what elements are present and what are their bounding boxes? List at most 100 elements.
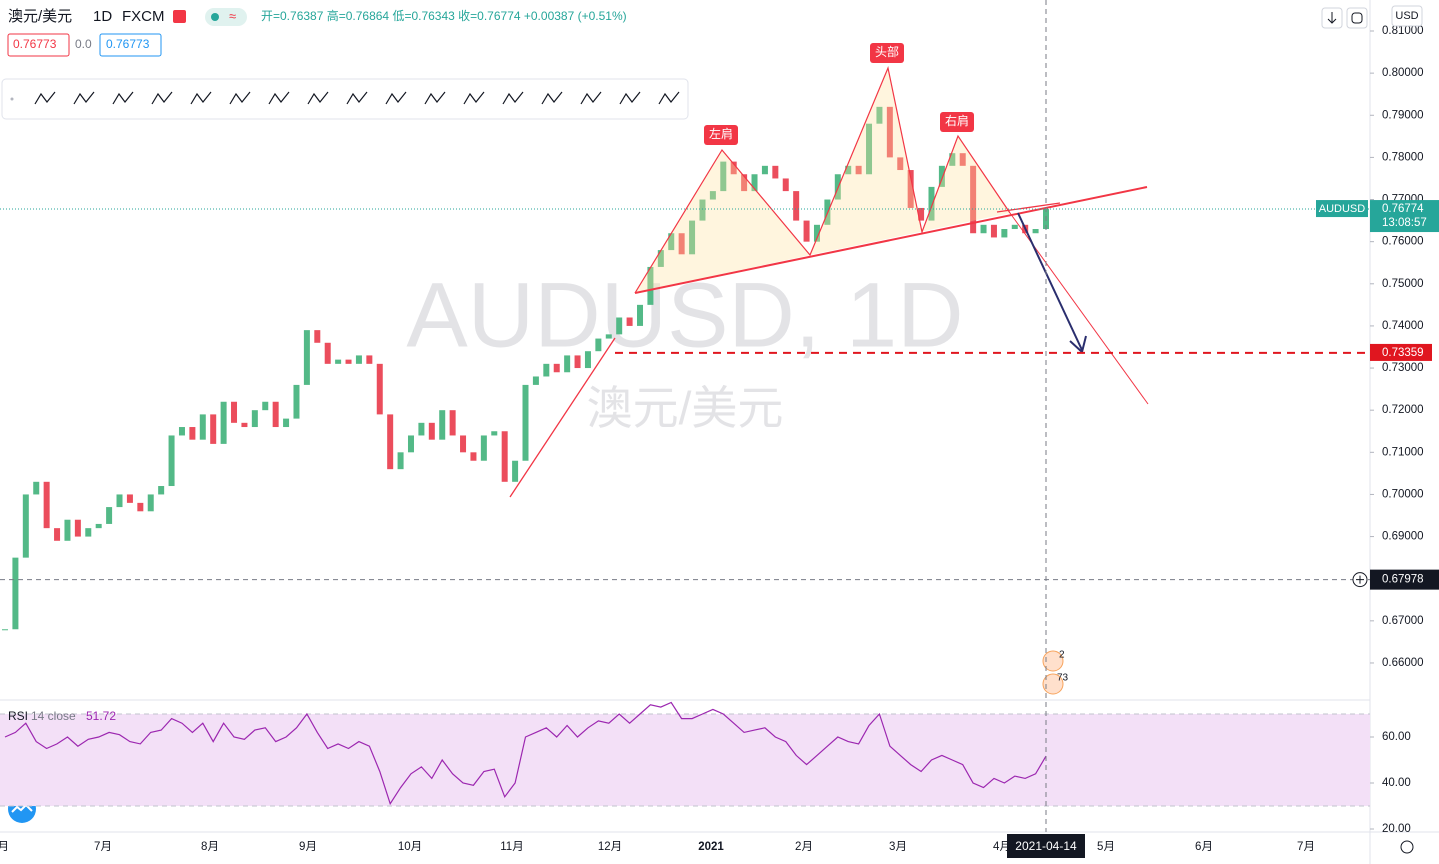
candle [813,224,820,242]
legend: 澳元/美元 1D FXCM ≈ 开=0.76387 高=0.76864 低=0.… [7,5,1423,57]
x-tick-label: 11月 [500,841,523,853]
watermark-ticker: AUDUSD, 1D [406,264,963,366]
x-tick-label: 6月 [0,841,9,853]
candle [1032,229,1039,234]
buy-button[interactable] [99,33,162,57]
toolbar [1,78,689,120]
candle [106,507,113,524]
grip [10,97,14,101]
buy-price[interactable]: 0.76773 [106,37,150,51]
status-dot [211,13,219,21]
candle [959,153,966,166]
y-tick-label: 0.75000 [1382,278,1424,290]
tool-icon [580,91,602,105]
candle [1011,224,1018,230]
candle [793,191,800,221]
candle [501,431,508,482]
event-icon [1042,650,1064,672]
candle [2,629,8,631]
candle [928,186,935,221]
candle [283,418,290,428]
tool-icon [424,91,446,105]
y-tick-label: 0.71000 [1382,446,1424,458]
candle [74,519,81,537]
logo-mark [11,803,33,813]
candle [168,435,175,487]
candle [751,174,758,192]
target-price: 0.73359 [1382,347,1424,359]
candle [22,494,29,558]
candle [251,410,258,428]
tool-icon [73,91,95,105]
candle [772,165,779,179]
candle [730,161,737,175]
x-tick-label: 3月 [889,841,907,853]
neckline [634,186,1148,294]
flag [173,10,186,23]
candle [626,317,633,326]
candle [803,220,810,242]
crosshair-price: 0.67978 [1382,574,1424,586]
source: FXCM [122,8,165,25]
candle [866,123,873,175]
candle [949,153,956,166]
tool-icon [658,91,680,105]
sell-price[interactable]: 0.76773 [13,37,57,51]
candle [303,330,310,385]
candle [220,401,227,444]
candle [460,435,467,453]
candle [741,174,748,192]
y-tick-label: 0.80000 [1382,67,1424,79]
settings-icon[interactable] [1400,840,1414,854]
drawing-toolbar [1,78,689,120]
date-box [1007,834,1085,858]
x-tick-label: 4月 [993,841,1011,853]
y-tick-label: 0.67000 [1382,615,1424,627]
candle [407,435,414,453]
tool-icon [385,91,407,105]
trendline [996,202,1061,213]
candle [439,410,446,440]
candle [210,414,217,444]
tool-icon [268,91,290,105]
currency[interactable]: USD [1395,10,1418,22]
symbol-box [1316,200,1368,218]
annotation: 头部 [875,44,899,59]
candle [189,427,196,440]
candle [137,502,144,512]
x-tick-label: 2月 [795,841,813,853]
arrow [1017,212,1083,351]
sell-button[interactable] [7,33,70,57]
candle [199,414,206,440]
pattern-fill [635,68,1010,293]
annotation: 左肩 [709,126,733,141]
crosshair-date: 2021-04-14 [1015,839,1077,853]
candle [678,233,685,255]
candle [116,494,123,508]
trendline [509,337,616,498]
event-badges: 2 73 [1042,650,1069,695]
candle [64,519,71,541]
event-count: 73 [1057,673,1069,684]
currency-button[interactable] [1391,5,1423,27]
candle [574,355,581,369]
candle [345,359,352,364]
candle [272,401,279,428]
button[interactable] [1346,7,1368,29]
rsi-value: 51.72 [86,709,116,723]
candle [158,486,165,495]
y-tick-label: 0.66000 [1382,657,1424,669]
candle [512,460,519,482]
tool-icon [307,91,329,105]
candle [428,422,435,440]
drawings [509,65,1149,498]
candle [897,157,904,171]
candle [668,233,675,251]
candle [491,431,498,436]
y-tick-label: 0.76000 [1382,236,1424,248]
rsi-params: 14 close [31,709,76,723]
candle [918,207,925,221]
annotation: 右肩 [945,113,969,128]
